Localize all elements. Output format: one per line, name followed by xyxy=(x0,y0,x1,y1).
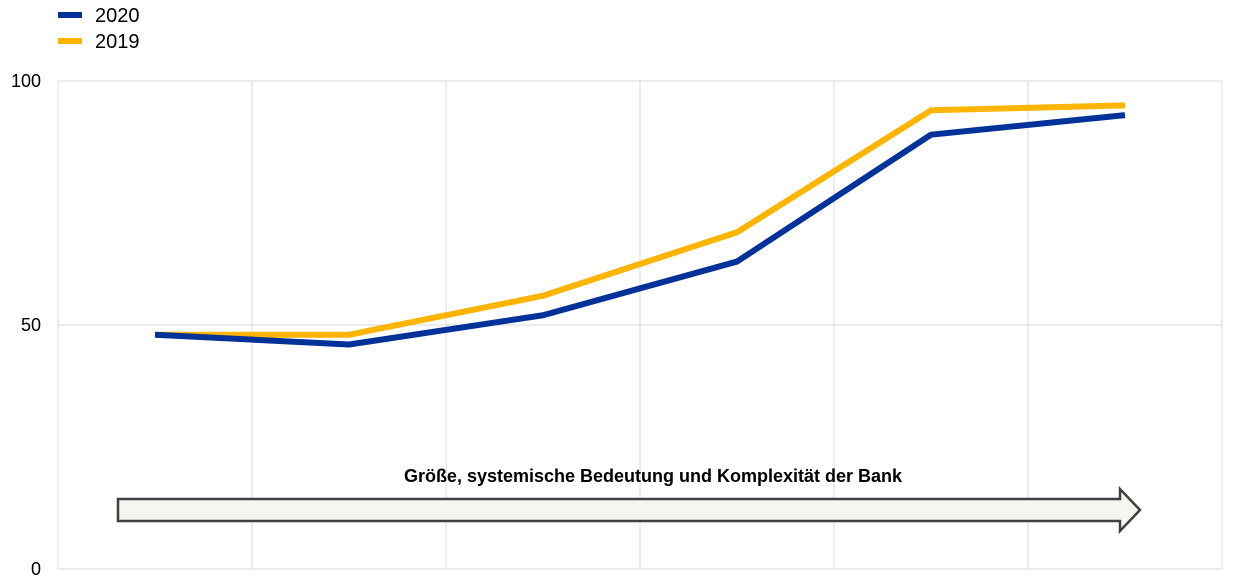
y-tick-label: 100 xyxy=(11,71,41,91)
y-tick-label: 50 xyxy=(21,315,41,335)
legend: 2020 2019 xyxy=(58,5,140,53)
series-line-2019 xyxy=(155,102,1126,338)
arrow-shape xyxy=(116,485,1142,535)
y-tick-label: 0 xyxy=(31,559,41,579)
legend-swatch-2020 xyxy=(58,12,82,18)
y-axis-ticks: 0 50 100 xyxy=(11,71,41,579)
size-arrow: Größe, systemische Bedeutung und Komplex… xyxy=(116,466,1142,535)
gridlines xyxy=(58,80,1222,570)
legend-swatch-2019 xyxy=(58,38,82,44)
series-lines xyxy=(154,102,1126,348)
legend-label-2020: 2020 xyxy=(95,5,140,27)
legend-label-2019: 2019 xyxy=(95,31,140,53)
series-line-2020 xyxy=(154,112,1126,348)
arrow-label: Größe, systemische Bedeutung und Komplex… xyxy=(404,466,903,486)
